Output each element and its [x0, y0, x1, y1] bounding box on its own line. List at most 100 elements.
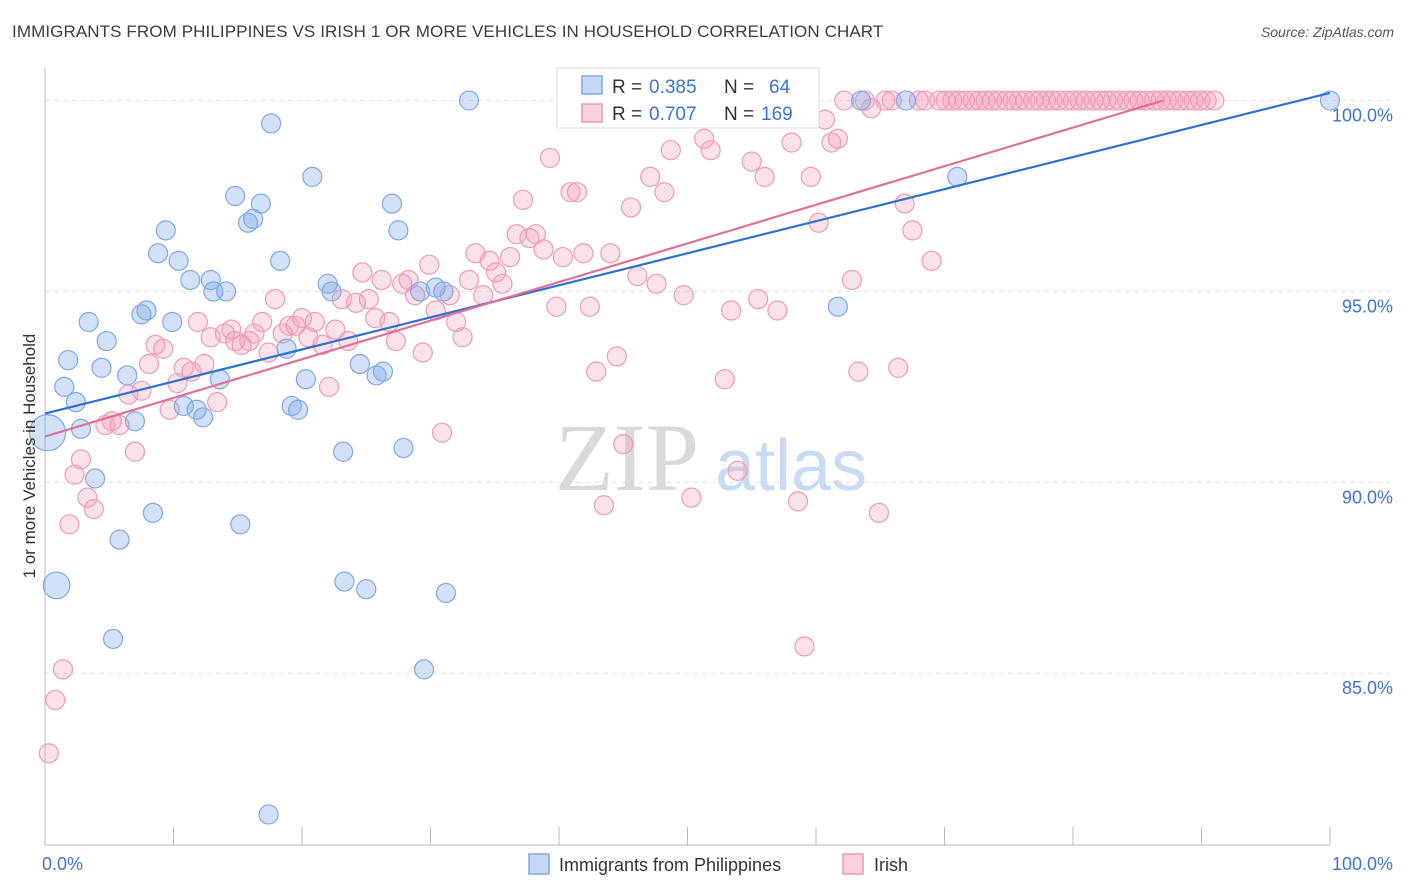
- philippines-point: [109, 529, 130, 550]
- series-legend-label-philippines: Immigrants from Philippines: [559, 855, 781, 875]
- irish-point: [458, 269, 480, 291]
- irish-point: [38, 743, 59, 764]
- irish-point: [640, 166, 661, 187]
- irish-point: [606, 346, 627, 367]
- philippines-point: [433, 281, 454, 302]
- philippines-point: [250, 193, 271, 214]
- legend-r-value-2: 0.707: [649, 104, 697, 125]
- irish-point: [552, 246, 573, 268]
- philippines-point: [28, 414, 67, 452]
- legend-r-value-1: 0.385: [649, 77, 697, 98]
- irish-point: [560, 182, 581, 203]
- philippines-point: [103, 628, 124, 649]
- irish-point: [431, 422, 453, 443]
- irish-point: [187, 311, 209, 333]
- irish-point: [888, 357, 909, 378]
- irish-point: [1190, 90, 1211, 111]
- irish-point: [419, 254, 440, 275]
- irish-point: [153, 338, 174, 359]
- irish-point: [700, 140, 721, 161]
- trend-lines: [44, 91, 1331, 438]
- irish-point: [304, 311, 325, 333]
- philippines-point: [288, 399, 309, 420]
- irish-point: [83, 498, 104, 520]
- series-legend: Immigrants from Philippines Irish: [528, 853, 908, 875]
- philippines-point: [1319, 90, 1341, 111]
- y-tick-label: 95.0%: [1342, 296, 1393, 316]
- irish-point: [902, 220, 923, 241]
- irish-point: [194, 353, 215, 375]
- irish-point: [138, 353, 160, 375]
- philippines-point: [42, 571, 71, 600]
- philippines-point: [393, 437, 414, 459]
- irish-point: [566, 182, 588, 203]
- irish-point: [214, 323, 235, 344]
- legend-swatch-blue: [581, 75, 603, 95]
- legend-r-label-1: R =: [612, 77, 642, 98]
- philippines-point: [173, 395, 194, 417]
- philippines-point: [334, 571, 355, 592]
- irish-point: [539, 147, 561, 168]
- irish-point: [767, 300, 788, 321]
- philippines-point: [96, 330, 117, 352]
- irish-point: [291, 308, 313, 329]
- irish-point: [1136, 90, 1157, 111]
- philippines-point: [302, 166, 323, 187]
- philippines-point: [850, 90, 872, 111]
- philippines-point: [435, 582, 457, 604]
- axes: [44, 68, 1331, 846]
- philippines-point: [261, 113, 282, 134]
- irish-point: [827, 128, 848, 149]
- philippines-points: [28, 90, 1341, 825]
- irish-point: [741, 151, 762, 172]
- philippines-point: [366, 365, 387, 386]
- philippines-trend-line: [44, 91, 1331, 415]
- philippines-point: [258, 804, 279, 825]
- irish-point: [646, 273, 667, 294]
- irish-point: [727, 460, 748, 481]
- irish-point: [627, 266, 648, 287]
- irish-point: [981, 90, 1003, 111]
- series-legend-label-irish: Irish: [874, 855, 908, 875]
- irish-point: [954, 90, 976, 111]
- irish-point: [868, 502, 890, 523]
- irish-point: [875, 90, 896, 111]
- irish-point: [52, 659, 74, 680]
- irish-point: [800, 166, 821, 187]
- philippines-point: [458, 90, 480, 111]
- philippines-point: [295, 369, 316, 390]
- y-tick-label: 90.0%: [1342, 487, 1393, 507]
- irish-point: [64, 464, 85, 485]
- y-tick-label: 100.0%: [1332, 106, 1393, 126]
- philippines-point: [180, 269, 201, 291]
- irish-point: [1196, 90, 1217, 111]
- irish-point: [694, 128, 715, 149]
- irish-point: [131, 380, 152, 401]
- irish-point: [279, 315, 300, 336]
- irish-point: [573, 243, 594, 264]
- grid-lines: [45, 100, 1390, 674]
- irish-point: [385, 330, 406, 352]
- irish-point: [533, 239, 554, 260]
- series-legend-swatch-irish: [842, 853, 864, 875]
- philippines-point: [827, 296, 848, 317]
- philippines-point: [124, 411, 146, 432]
- irish-point: [821, 132, 842, 153]
- philippines-point: [372, 361, 394, 382]
- irish-point: [681, 487, 702, 508]
- legend-r-label-2: R =: [612, 104, 642, 125]
- irish-point: [45, 689, 66, 711]
- irish-point: [221, 319, 242, 340]
- irish-point: [781, 132, 802, 153]
- philippines-point: [162, 311, 183, 333]
- irish-point: [392, 273, 413, 294]
- philippines-point: [91, 357, 112, 378]
- legend-n-value-2: 169: [761, 104, 793, 125]
- irish-point: [124, 441, 146, 462]
- philippines-point: [85, 468, 106, 489]
- irish-point: [358, 288, 379, 310]
- irish-point: [654, 182, 675, 203]
- irish-point: [318, 376, 340, 397]
- philippines-point: [147, 243, 169, 264]
